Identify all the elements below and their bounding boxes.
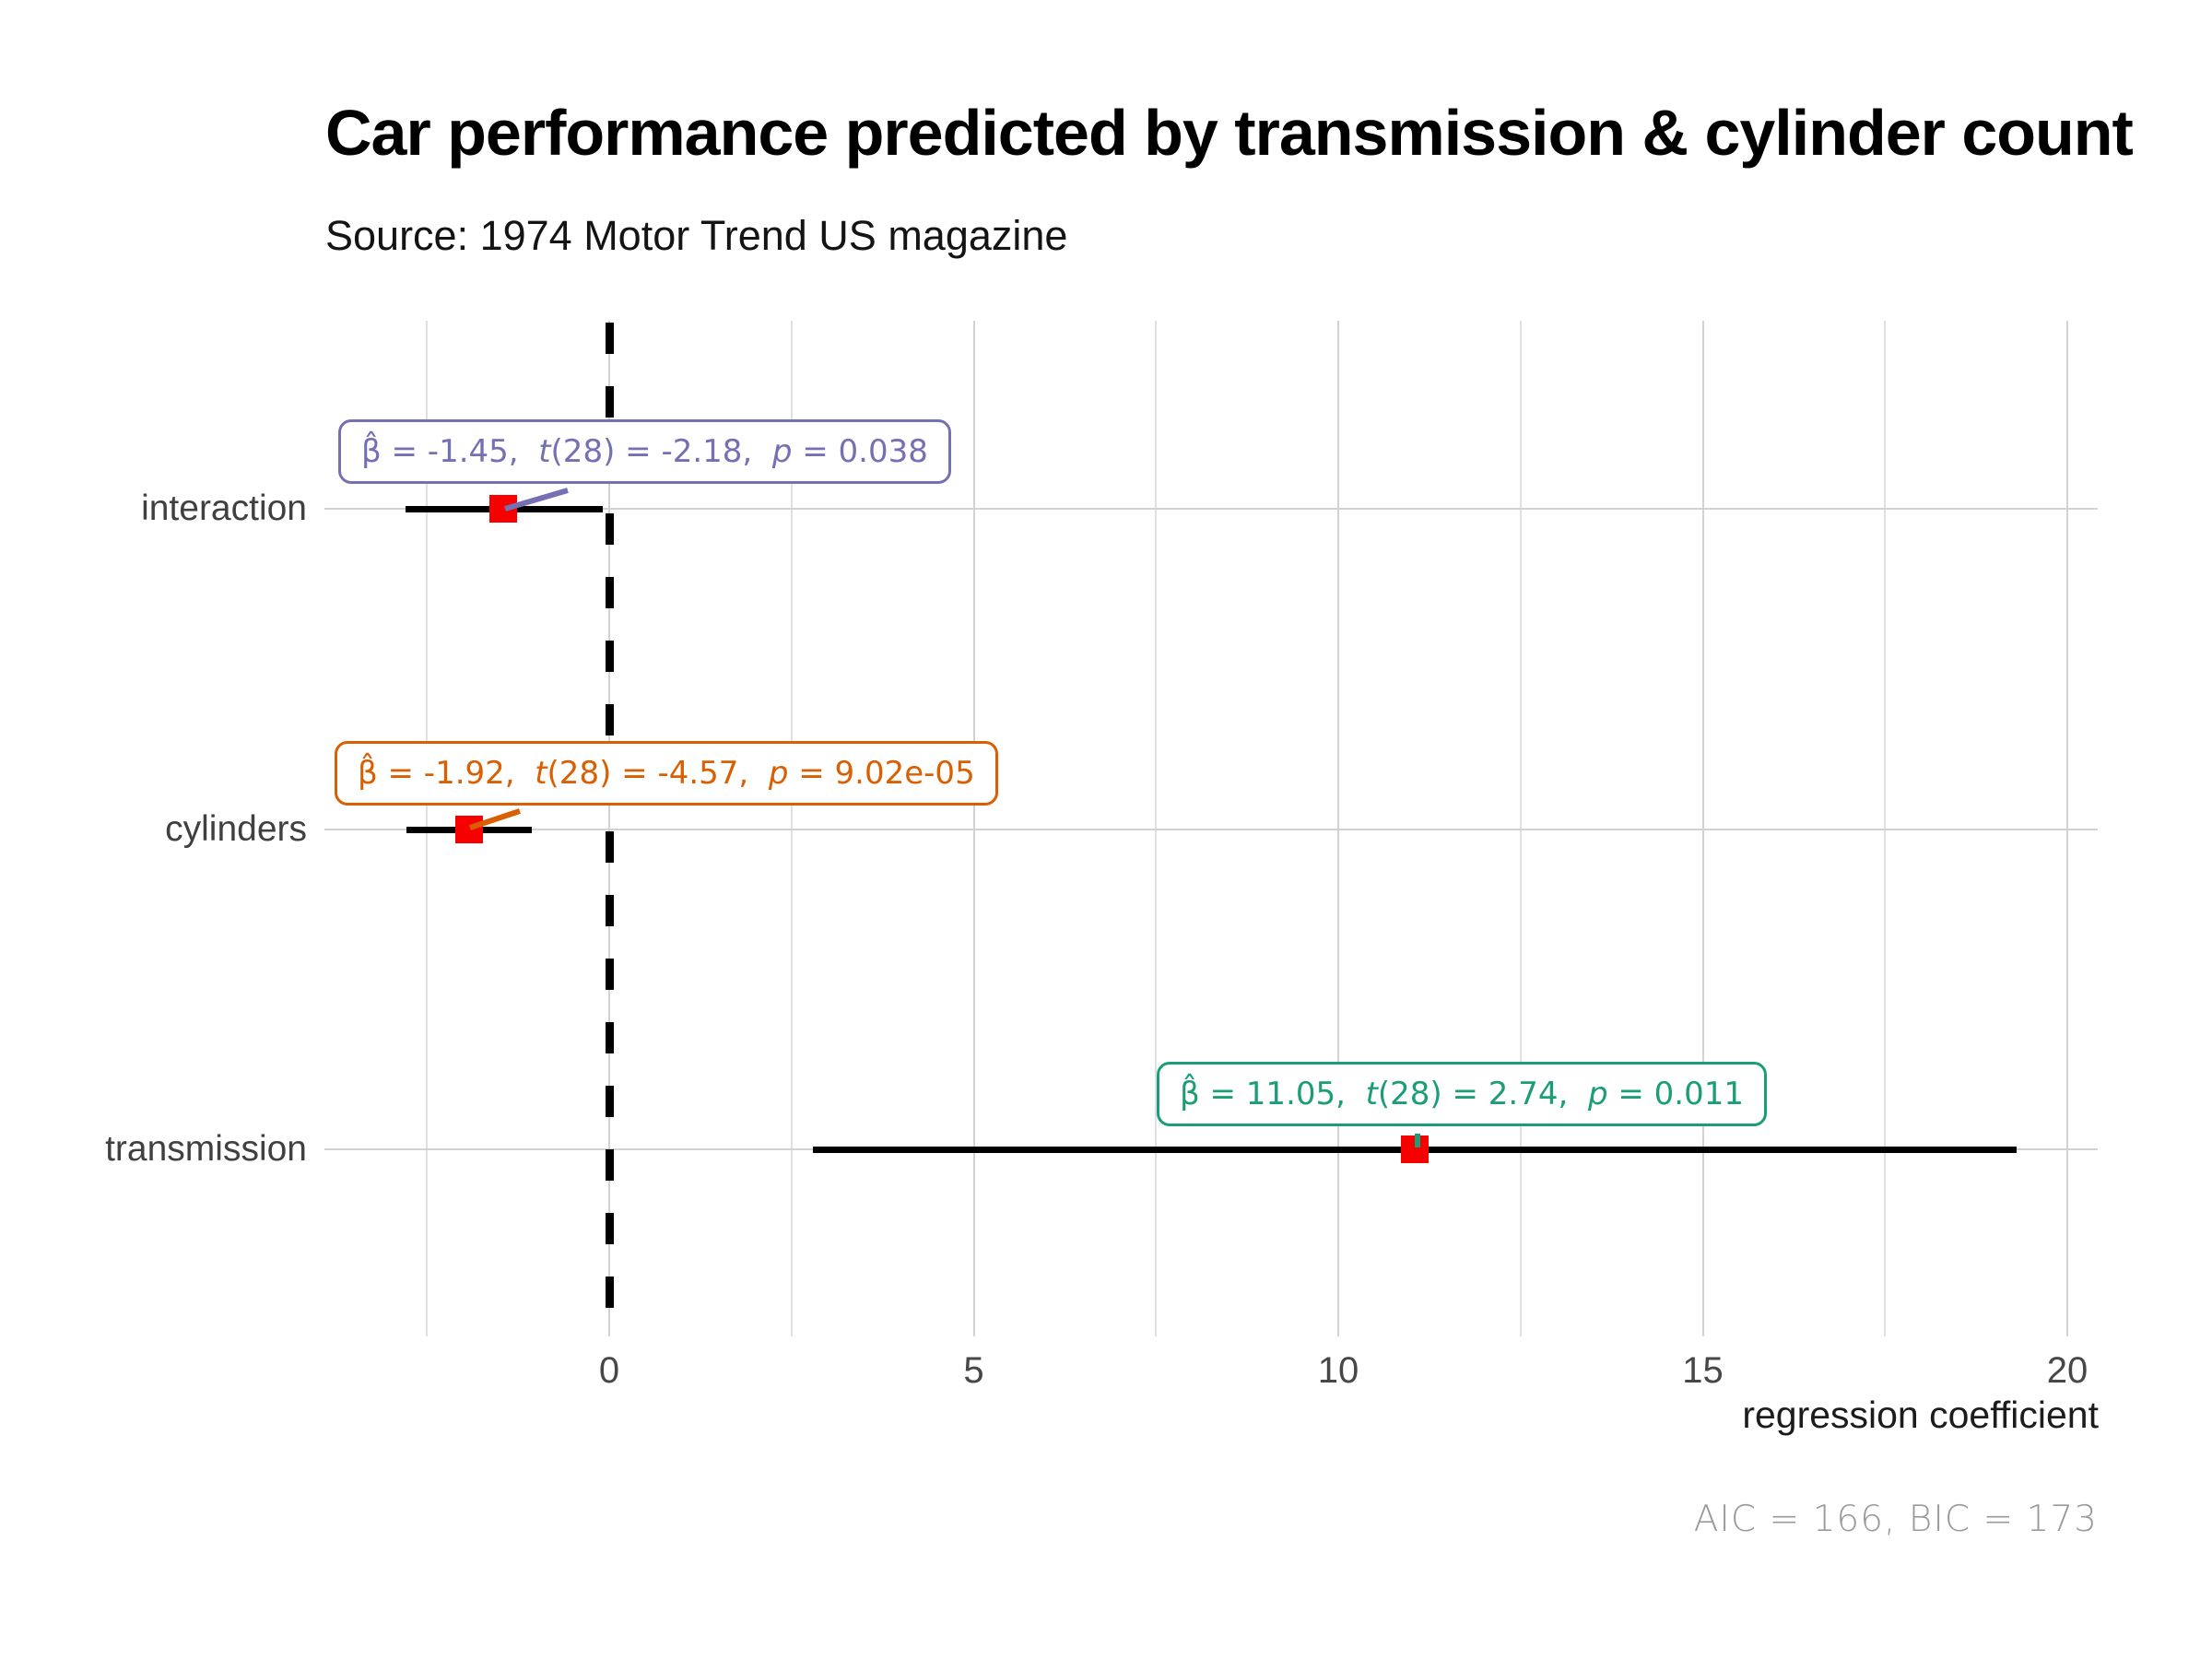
y-gridline: [324, 508, 2098, 510]
y-axis-label-interaction: interaction: [141, 488, 307, 528]
x-tick-label: 15: [1682, 1350, 1724, 1391]
y-axis-label-transmission: transmission: [105, 1129, 307, 1169]
x-tick-label: 10: [1317, 1350, 1359, 1391]
model-fit-caption: AIC = 166, BIC = 173: [1693, 1499, 2098, 1540]
stat-text: = 9.02e-05: [788, 755, 975, 792]
y-axis-label-cylinders: cylinders: [165, 809, 307, 849]
zero-reference-line: [605, 323, 614, 1335]
chart-title: Car performance predicted by transmissio…: [325, 97, 2134, 169]
stat-text: β̂ = -1.92,: [358, 755, 535, 792]
stat-symbol-italic: t: [535, 755, 547, 792]
stat-symbol-italic: p: [768, 755, 789, 792]
chart-subtitle: Source: 1974 Motor Trend US magazine: [325, 212, 1068, 259]
stat-text: = 0.011: [1607, 1076, 1744, 1112]
stat-text: = 0.038: [792, 433, 928, 470]
stat-label-box: β̂ = 11.05, t(28) = 2.74, p = 0.011: [1157, 1062, 1767, 1126]
stat-symbol-italic: p: [1587, 1076, 1608, 1112]
x-tick-label: 20: [2046, 1350, 2088, 1391]
stat-symbol-italic: t: [538, 433, 551, 470]
stat-symbol-italic: p: [771, 433, 793, 470]
stat-text: (28) = 2.74,: [1377, 1076, 1588, 1112]
stat-label-box: β̂ = -1.45, t(28) = -2.18, p = 0.038: [338, 419, 951, 484]
stat-text: (28) = -4.57,: [547, 755, 769, 792]
x-axis-title: regression coefficient: [1742, 1394, 2099, 1436]
estimate-point: [455, 816, 484, 843]
label-connector: [504, 488, 569, 512]
label-connector: [469, 808, 521, 830]
stat-label-box: β̂ = -1.92, t(28) = -4.57, p = 9.02e-05: [335, 741, 998, 806]
stat-text: β̂ = -1.45,: [361, 433, 539, 470]
stat-text: (28) = -2.18,: [550, 433, 772, 470]
y-gridline: [324, 829, 2098, 830]
stat-text: β̂ = 11.05,: [1180, 1076, 1366, 1112]
x-tick-label: 0: [598, 1350, 620, 1391]
stat-symbol-italic: t: [1365, 1076, 1378, 1112]
x-tick-label: 5: [963, 1350, 984, 1391]
